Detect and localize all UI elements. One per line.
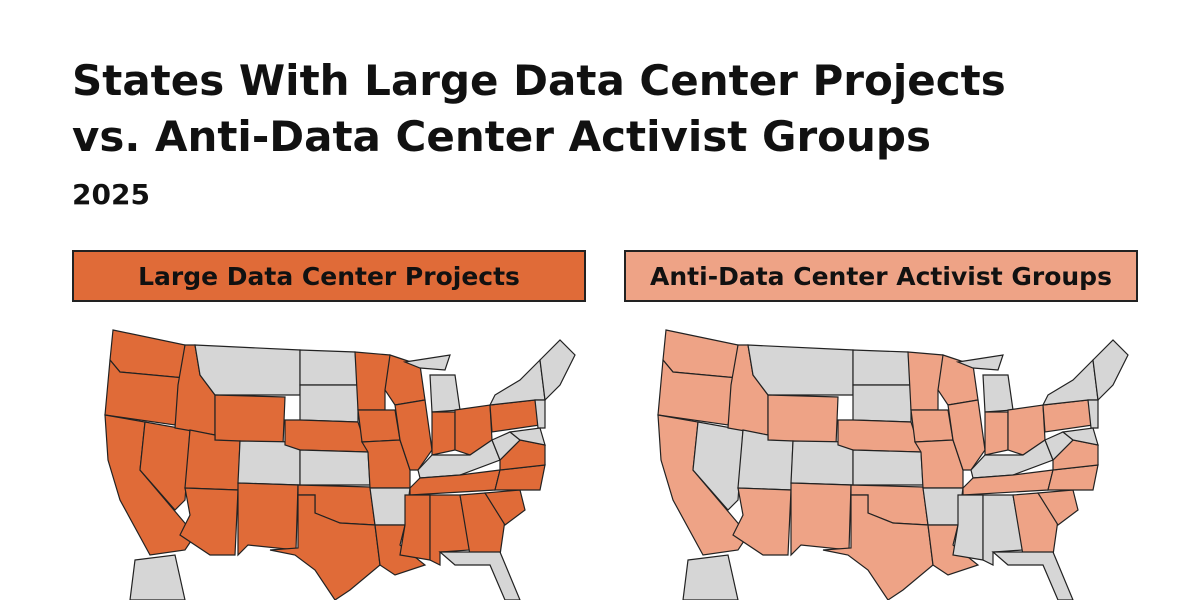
state [790, 440, 854, 486]
state [357, 409, 401, 443]
state [982, 374, 1014, 413]
panel-label: Anti-Data Center Activist Groups [624, 250, 1138, 302]
state [747, 344, 854, 396]
state [299, 349, 359, 386]
state [237, 440, 301, 486]
state [402, 354, 451, 371]
state [952, 494, 984, 561]
state [269, 494, 381, 600]
state [1047, 464, 1099, 491]
state [494, 464, 546, 491]
state [399, 494, 431, 561]
state [1042, 399, 1094, 433]
state [682, 554, 739, 600]
state [438, 551, 521, 600]
state [129, 554, 186, 600]
state [767, 394, 839, 446]
state [662, 329, 739, 379]
state [852, 349, 912, 386]
state [237, 482, 299, 557]
state [822, 494, 934, 600]
panel-label: Large Data Center Projects [72, 250, 586, 302]
state [955, 354, 1004, 371]
state [488, 358, 546, 406]
state [109, 329, 186, 379]
state [299, 384, 359, 423]
state [1012, 492, 1059, 556]
state [194, 344, 301, 396]
subtitle: 2025 [72, 178, 150, 211]
state [459, 492, 506, 556]
state [991, 551, 1074, 600]
state [1092, 339, 1129, 402]
state [534, 399, 546, 429]
state [431, 411, 456, 456]
state [214, 394, 286, 446]
title-line: States With Large Data Center Projects [72, 56, 1006, 105]
state [790, 482, 852, 557]
state [1036, 489, 1079, 526]
state [489, 399, 541, 433]
state [483, 489, 526, 526]
state [1061, 427, 1099, 446]
state [910, 409, 954, 443]
state [852, 384, 912, 423]
state [369, 487, 411, 526]
state [837, 419, 922, 453]
state [922, 487, 964, 526]
state [539, 339, 576, 402]
state [1041, 358, 1099, 406]
title-line: vs. Anti-Data Center Activist Groups [72, 112, 931, 161]
state [508, 427, 546, 446]
state [1087, 399, 1099, 429]
state [984, 411, 1009, 456]
state [299, 449, 371, 486]
us-map [657, 329, 1129, 600]
state [852, 449, 924, 486]
state [284, 419, 369, 453]
us-map [104, 329, 576, 600]
state [429, 374, 461, 413]
